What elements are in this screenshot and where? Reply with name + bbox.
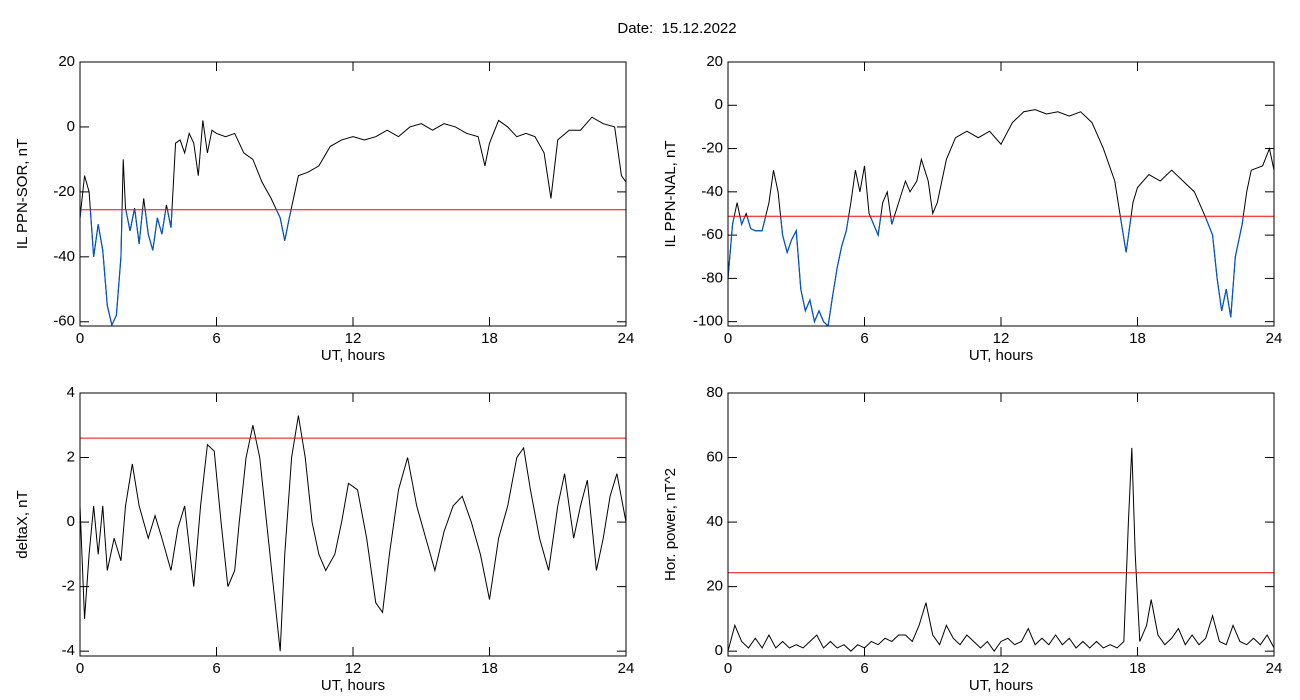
plot-frame	[727, 392, 1275, 657]
panel: 0 6 12 18 24 -60 -40 -20 0 20 UT, hours IL PPN-SOR,…	[14, 53, 634, 364]
y-tick-label: 80	[706, 384, 723, 401]
y-tick-label: 0	[67, 513, 75, 530]
x-tick-label: 12	[345, 660, 362, 677]
x-tick-label: 24	[618, 660, 635, 677]
x-tick-label: 18	[1129, 660, 1146, 677]
y-tick-label: -100	[693, 313, 723, 330]
y-tick-label: 20	[706, 53, 723, 70]
x-tick-label: 0	[76, 330, 84, 347]
x-tick-label: 18	[1129, 330, 1146, 347]
x-axis-label: UT, hours	[969, 677, 1033, 694]
x-tick-label: 18	[481, 330, 498, 347]
x-tick-label: 12	[993, 330, 1010, 347]
y-tick-label: -20	[53, 183, 75, 200]
data-line	[728, 447, 1274, 653]
plot-frame	[727, 61, 1275, 327]
x-tick-label: 12	[345, 330, 362, 347]
x-axis-label: UT, hours	[969, 347, 1033, 364]
x-axis-label: UT, hours	[321, 347, 385, 364]
y-tick-label: 4	[67, 384, 75, 401]
y-tick-label: 0	[715, 96, 723, 113]
plot-frame	[79, 392, 627, 657]
x-tick-label: 0	[76, 660, 84, 677]
x-tick-label: 24	[1266, 330, 1283, 347]
y-tick-label: 20	[706, 578, 723, 595]
y-tick-label: -80	[701, 269, 723, 286]
x-tick-label: 24	[1266, 660, 1283, 677]
y-axis-label: IL PPN-SOR, nT	[14, 139, 31, 249]
x-tick-label: 24	[618, 330, 635, 347]
figure-title: Date: 15.12.2022	[617, 20, 736, 37]
x-axis-label: UT, hours	[321, 677, 385, 694]
y-tick-label: 0	[715, 642, 723, 659]
data-line	[80, 415, 626, 652]
y-tick-label: -60	[701, 226, 723, 243]
y-tick-label: -4	[62, 642, 75, 659]
panel: 0 6 12 18 24 -100 -80 -60 -40 -20 0 20 UT, hours IL P…	[662, 53, 1282, 364]
x-tick-label: 0	[724, 330, 732, 347]
y-axis-label: IL PPN-NAL, nT	[662, 141, 679, 248]
x-tick-label: 0	[724, 660, 732, 677]
y-tick-label: 40	[706, 513, 723, 530]
x-tick-label: 12	[993, 660, 1010, 677]
y-tick-label: -2	[62, 578, 75, 595]
y-axis-label: deltaX, nT	[14, 490, 31, 558]
x-tick-label: 6	[860, 660, 868, 677]
x-tick-label: 6	[212, 660, 220, 677]
plot-frame	[79, 61, 627, 327]
data-line-below	[80, 209, 292, 327]
data-line-below	[728, 216, 1244, 327]
y-tick-label: 0	[67, 118, 75, 135]
y-tick-label: 60	[706, 449, 723, 466]
y-tick-label: -60	[53, 313, 75, 330]
y-axis-label: Hor. power, nT^2	[662, 468, 679, 581]
x-tick-label: 6	[860, 330, 868, 347]
y-tick-label: -40	[53, 248, 75, 265]
x-tick-label: 18	[481, 660, 498, 677]
y-tick-label: 2	[67, 449, 75, 466]
panel: 0 6 12 18 24 0 20 40 60 80 UT, hours Hor. power, nT…	[662, 384, 1282, 694]
y-tick-label: -20	[701, 140, 723, 157]
y-tick-label: 20	[58, 53, 75, 70]
x-tick-label: 6	[212, 330, 220, 347]
y-tick-label: -40	[701, 183, 723, 200]
